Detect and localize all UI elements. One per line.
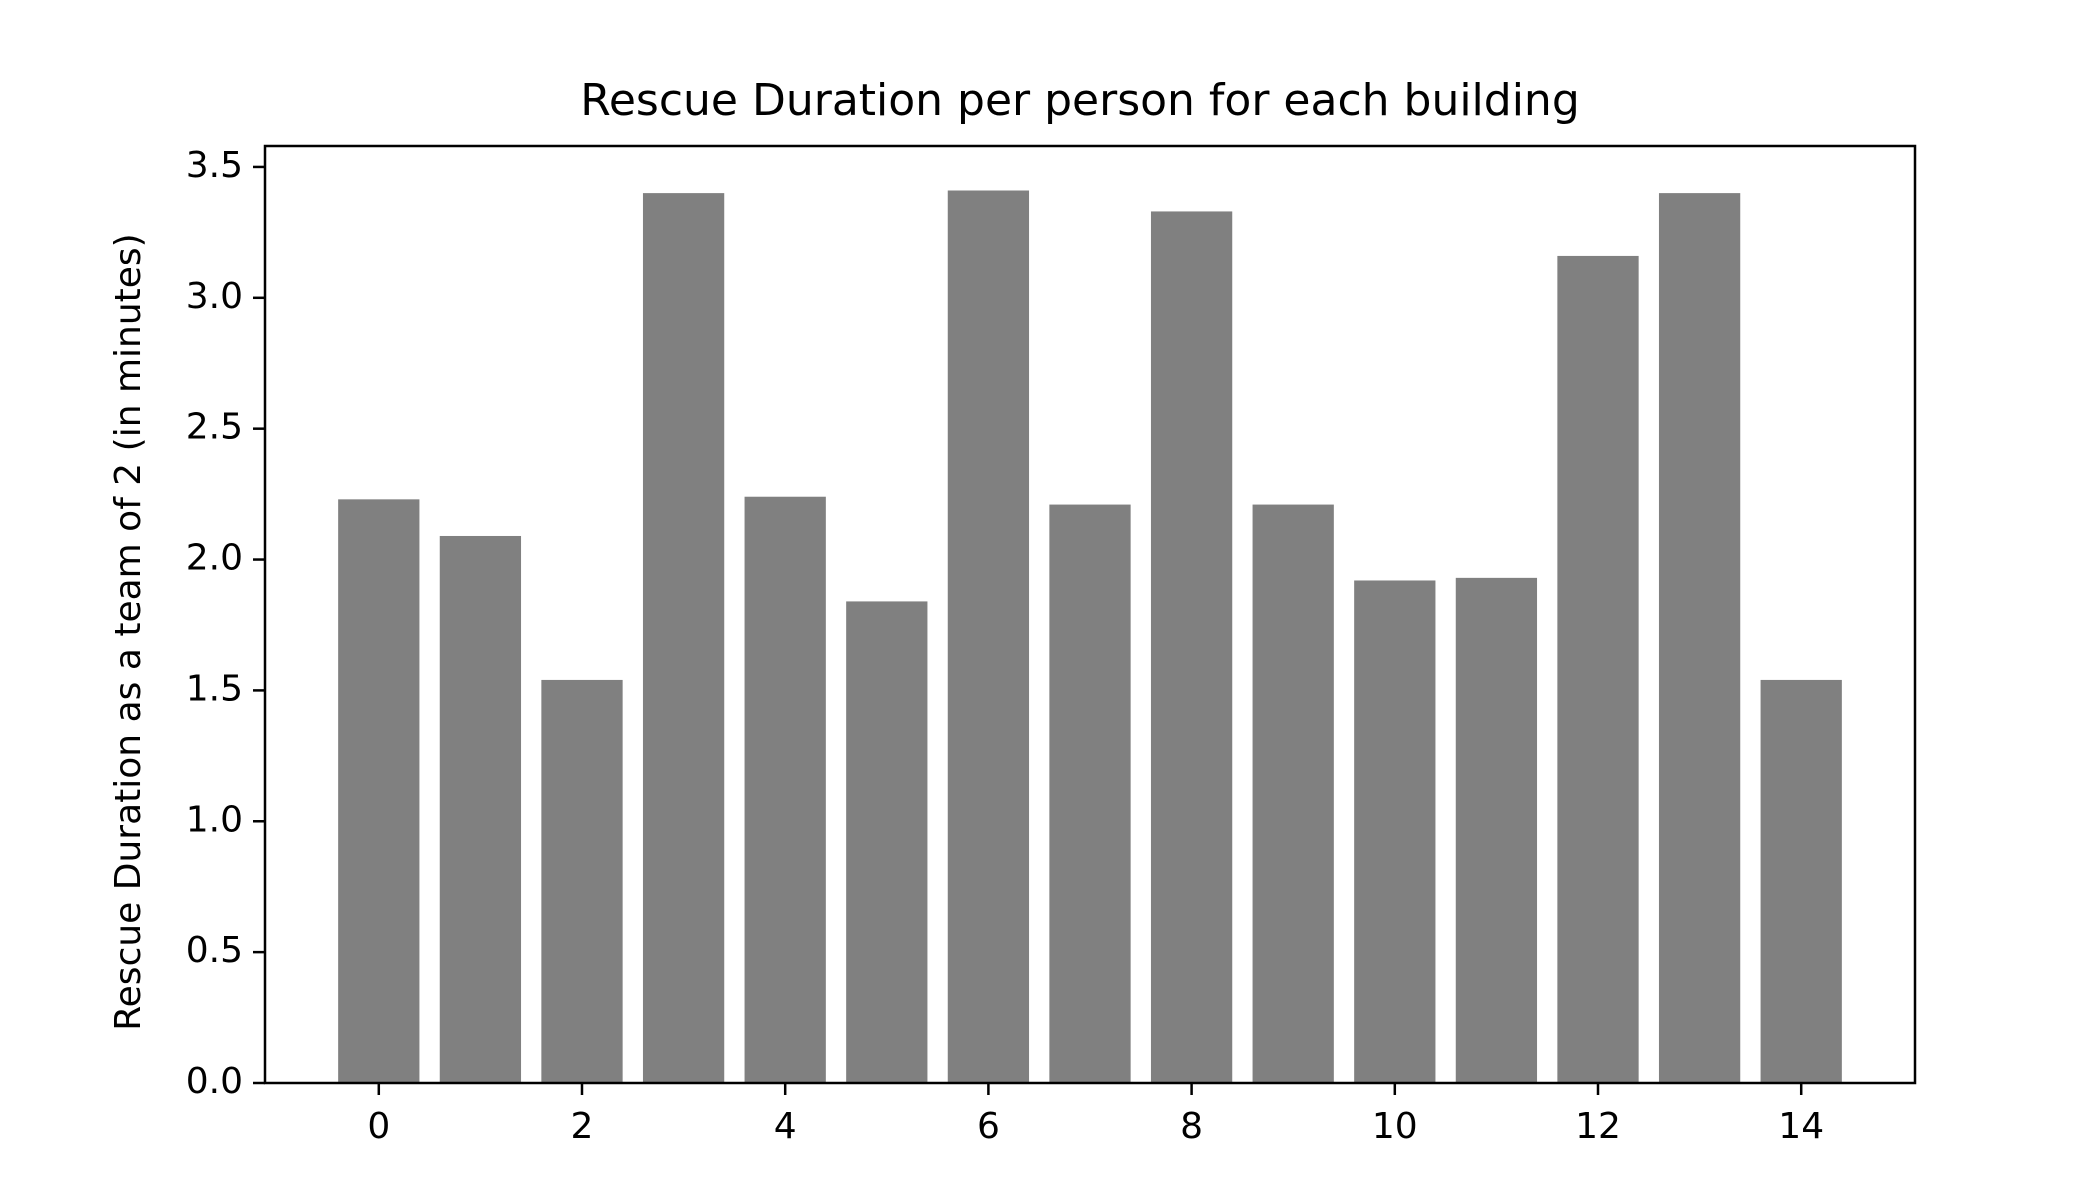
x-tick-label: 10 xyxy=(1372,1106,1418,1147)
x-tick-label: 14 xyxy=(1778,1106,1824,1147)
bar-building-5 xyxy=(846,601,928,1083)
y-tick-label: 0.5 xyxy=(186,930,243,971)
y-tick-label: 2.0 xyxy=(186,538,243,579)
y-tick-label: 1.0 xyxy=(186,799,243,840)
bar-building-2 xyxy=(541,679,623,1083)
x-tick-label: 8 xyxy=(1180,1106,1203,1147)
chart-title: Rescue Duration per person for each buil… xyxy=(580,75,1580,126)
x-tick-label: 12 xyxy=(1575,1106,1621,1147)
bar-building-0 xyxy=(338,499,420,1083)
y-tick-label: 3.0 xyxy=(186,276,243,317)
bar-building-13 xyxy=(1658,193,1741,1084)
y-tick-label: 3.5 xyxy=(186,145,243,186)
y-tick-label: 2.5 xyxy=(186,407,243,448)
y-tick-label: 1.5 xyxy=(186,668,243,709)
bar-building-1 xyxy=(439,535,522,1083)
x-tick-label: 2 xyxy=(571,1106,594,1147)
bar-building-8 xyxy=(1150,211,1233,1083)
bar-building-9 xyxy=(1252,504,1334,1083)
bar-building-12 xyxy=(1557,255,1639,1083)
bar-building-7 xyxy=(1049,504,1131,1083)
x-tick-label: 6 xyxy=(977,1106,1000,1147)
bar-building-14 xyxy=(1760,679,1842,1083)
x-tick-label: 0 xyxy=(367,1106,390,1147)
bar-building-11 xyxy=(1455,577,1538,1083)
bar-building-6 xyxy=(947,190,1030,1084)
bar-building-4 xyxy=(744,496,826,1083)
plot-frame xyxy=(263,144,1917,1085)
bar-building-3 xyxy=(642,193,725,1084)
y-tick-label: 0.0 xyxy=(186,1061,243,1102)
axes-layer: 0 2 4 6 8 10 12 14 0.0 0.5 1.0 1.5 2.0 2.5 3.0 3.5 xyxy=(186,144,1917,1147)
bar-building-10 xyxy=(1354,580,1436,1083)
x-tick-label: 4 xyxy=(774,1106,797,1147)
bars-layer xyxy=(338,190,1842,1084)
y-axis-label: Rescue Duration as a team of 2 (in minut… xyxy=(108,233,149,1030)
